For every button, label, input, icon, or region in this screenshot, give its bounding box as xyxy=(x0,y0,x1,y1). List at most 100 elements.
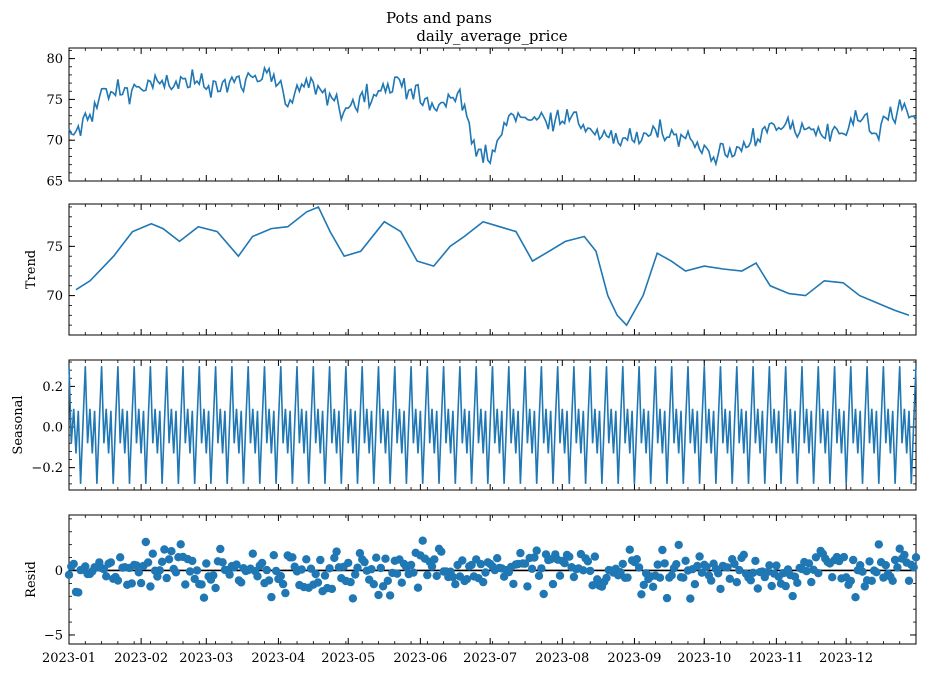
resid-point xyxy=(804,559,814,568)
resid-point xyxy=(623,573,632,582)
resid-point xyxy=(385,591,395,600)
resid-point xyxy=(751,556,760,566)
resid-point xyxy=(146,582,155,591)
resid-point xyxy=(662,593,672,603)
resid-point xyxy=(367,565,376,574)
resid-point xyxy=(911,553,921,562)
resid-point xyxy=(451,580,460,589)
resid-point xyxy=(69,559,78,569)
resid-point xyxy=(658,545,667,555)
resid-point xyxy=(192,566,202,575)
resid-point xyxy=(269,551,278,560)
resid-point xyxy=(874,540,883,549)
resid-point xyxy=(327,584,337,594)
resid-point xyxy=(383,576,392,585)
resid-point xyxy=(432,571,441,581)
resid-point xyxy=(534,571,544,580)
seasonal-ytick-label: 0.2 xyxy=(42,380,63,395)
resid-ytick-label: 0 xyxy=(55,564,63,579)
resid-axes: −5 0 2023-01 2023-02 2023-03 2023-04 2023-05 20… xyxy=(24,514,921,666)
resid-point xyxy=(858,567,867,576)
seasonal-ytick-label: 0.0 xyxy=(42,421,63,436)
trend-ytick-label: 75 xyxy=(46,240,63,255)
resid-point xyxy=(378,582,388,591)
resid-point xyxy=(351,570,360,579)
resid-point xyxy=(672,560,681,569)
resid-point xyxy=(748,568,758,577)
resid-point xyxy=(686,594,695,603)
observed-axes: 65 70 75 80 xyxy=(46,47,917,190)
resid-point xyxy=(171,568,181,577)
resid-point xyxy=(267,592,276,602)
resid-point xyxy=(732,578,741,587)
resid-point xyxy=(548,579,558,589)
resid-point xyxy=(828,573,837,582)
resid-point xyxy=(167,547,176,556)
xtick-label: 2023-05 xyxy=(321,651,375,666)
resid-point xyxy=(509,579,518,589)
resid-point xyxy=(188,556,197,566)
resid-point xyxy=(753,584,762,593)
resid-point xyxy=(64,570,74,579)
resid-point xyxy=(856,561,865,570)
resid-point xyxy=(225,570,234,579)
resid-point xyxy=(702,562,711,572)
resid-point xyxy=(106,558,116,567)
resid-point xyxy=(781,581,790,591)
resid-point xyxy=(437,547,446,556)
resid-point xyxy=(288,553,297,562)
seasonal-ylabel: Seasonal xyxy=(11,395,26,454)
trend-axes: 70 75 Trend xyxy=(24,203,917,336)
resid-point xyxy=(157,557,167,566)
resid-point xyxy=(148,549,157,558)
resid-point xyxy=(476,559,486,569)
resid-point xyxy=(881,561,890,570)
resid-point xyxy=(176,540,185,549)
resid-point xyxy=(448,572,458,582)
resid-point xyxy=(253,572,262,581)
resid-point xyxy=(458,556,467,565)
panels: 65 70 75 80 70 75 Trend −0.2 0.0 0.2 Seasonal −5 0 20… xyxy=(11,47,921,666)
resid-point xyxy=(560,559,569,568)
resid-point xyxy=(237,578,246,587)
resid-point xyxy=(707,576,716,585)
resid-point xyxy=(281,588,290,598)
resid-point xyxy=(637,590,646,599)
resid-point xyxy=(655,573,665,582)
resid-point xyxy=(316,555,325,565)
resid-point xyxy=(406,560,416,570)
resid-point xyxy=(811,553,821,562)
resid-point xyxy=(723,563,732,572)
resid-point xyxy=(302,555,311,564)
xtick-label: 2023-01 xyxy=(42,651,96,666)
resid-point xyxy=(895,544,904,553)
resid-point xyxy=(164,555,174,564)
resid-point xyxy=(693,561,702,571)
resid-point xyxy=(248,549,257,558)
resid-point xyxy=(793,578,802,587)
resid-point xyxy=(262,565,271,575)
resid-point xyxy=(427,562,437,571)
resid-point xyxy=(586,566,595,576)
resid-point xyxy=(725,574,734,583)
resid-point xyxy=(330,553,339,563)
resid-point xyxy=(313,578,323,587)
resid-point xyxy=(392,569,402,578)
resid-point xyxy=(690,580,700,589)
resid-point xyxy=(160,545,169,554)
resid-point xyxy=(846,576,855,586)
resid-point xyxy=(909,563,918,572)
resid-point xyxy=(618,559,627,569)
resid-point xyxy=(851,593,860,602)
resid-point xyxy=(523,582,532,591)
resid-point xyxy=(257,558,267,568)
trend-frame xyxy=(68,203,917,336)
resid-point xyxy=(772,561,781,570)
resid-point xyxy=(527,564,537,573)
resid-point xyxy=(479,577,488,587)
resid-point xyxy=(588,581,597,590)
resid-point xyxy=(695,552,704,561)
resid-point xyxy=(634,563,644,572)
resid-point xyxy=(746,576,755,585)
